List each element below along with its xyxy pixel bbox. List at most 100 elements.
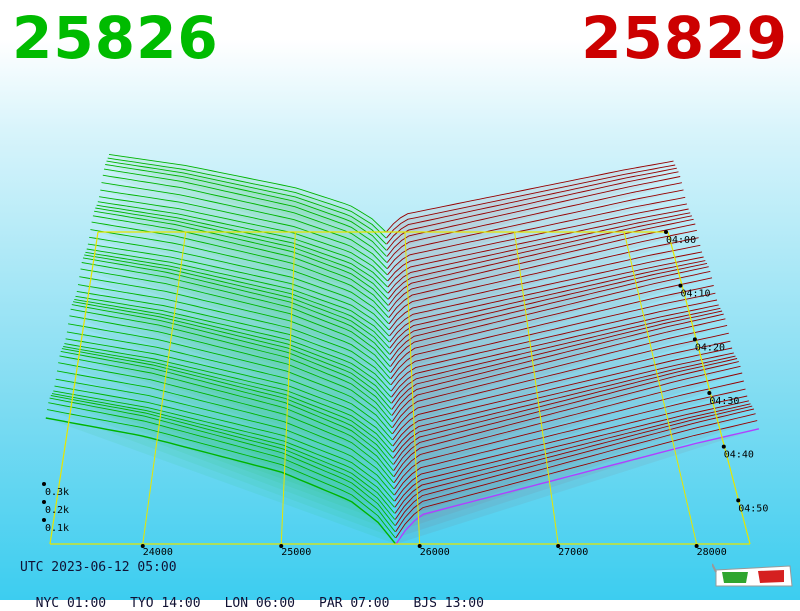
bid-depth-line bbox=[92, 215, 389, 312]
bid-depth-line bbox=[81, 262, 391, 367]
price-tick-label: 27000 bbox=[558, 547, 588, 555]
snapshot-49 bbox=[106, 160, 677, 245]
ask-depth-line bbox=[392, 355, 736, 459]
utc-time: UTC 2023-06-12 05:00 bbox=[20, 560, 177, 575]
bid-depth-line bbox=[101, 182, 388, 270]
bid-depth-line bbox=[103, 168, 387, 257]
ask-depth-line bbox=[393, 358, 738, 465]
chart-grid bbox=[49, 231, 751, 545]
snapshot-22 bbox=[73, 301, 723, 410]
snapshot-1 bbox=[47, 409, 758, 539]
bid-depth-line bbox=[68, 323, 393, 435]
time-tick-mark bbox=[707, 390, 712, 395]
ask-depth-line bbox=[391, 318, 726, 422]
grid-price-line bbox=[623, 231, 698, 545]
time-tick-mark bbox=[664, 230, 668, 234]
ask-depth-line bbox=[391, 304, 719, 398]
bid-depth-line bbox=[105, 164, 387, 251]
bid-depth-line bbox=[61, 348, 394, 465]
snapshot-9 bbox=[56, 370, 744, 490]
snapshot-45 bbox=[101, 182, 684, 270]
ask-depth-line bbox=[392, 340, 731, 441]
snapshot-17 bbox=[66, 331, 731, 441]
snapshot-30 bbox=[82, 257, 709, 361]
bid-depth-line bbox=[107, 157, 387, 239]
price-axis: 24000 25000 26000 27000 28000 bbox=[140, 544, 727, 555]
bid-depth-line bbox=[97, 201, 388, 288]
bid-depth-line bbox=[55, 378, 395, 496]
bid-price: 25826 bbox=[12, 4, 219, 72]
ask-depth-line bbox=[386, 189, 684, 269]
depth-surface bbox=[45, 153, 760, 545]
ask-depth-line bbox=[386, 182, 682, 263]
snapshot-14 bbox=[63, 346, 736, 459]
clock-bjs: BJS 13:00 bbox=[413, 596, 484, 611]
depth-tick-label: 0.1k bbox=[45, 523, 69, 534]
ask-depth-line bbox=[386, 167, 677, 245]
depth-chart: 24000 25000 26000 27000 28000 0.1k 0.2k 0.3k 0… bbox=[42, 153, 768, 555]
ask-depth-line bbox=[388, 244, 701, 331]
time-tick-mark bbox=[678, 283, 683, 288]
bid-depth-line bbox=[63, 346, 394, 459]
bid-depth-line bbox=[80, 268, 391, 373]
ask-depth-line bbox=[391, 307, 721, 404]
ask-depth-line bbox=[394, 400, 749, 508]
ask-depth-line bbox=[394, 403, 751, 514]
time-tick-mark bbox=[736, 498, 741, 503]
ask-depth-line bbox=[393, 380, 744, 490]
ask-depth-line bbox=[390, 277, 713, 373]
ask-depth-line bbox=[395, 420, 758, 539]
bid-depth-line bbox=[60, 350, 394, 471]
ask-depth-line bbox=[387, 212, 691, 294]
clock-par: PAR 07:00 bbox=[319, 596, 390, 611]
bid-depth-line bbox=[59, 355, 394, 477]
ask-depth-line bbox=[395, 408, 755, 526]
price-tick-mark bbox=[417, 544, 422, 548]
grid-right-edge bbox=[667, 231, 751, 545]
ask-depth-line bbox=[395, 428, 760, 545]
ask-depth-line bbox=[389, 266, 709, 361]
bid-depth-line bbox=[47, 409, 396, 539]
depth-tick-mark bbox=[42, 482, 46, 486]
ask-depth-line bbox=[394, 388, 746, 496]
world-clocks: NYC 01:00 TYO 14:00 LON 06:00 PAR 07:00 BJS … bbox=[20, 581, 508, 611]
ask-depth-line bbox=[387, 196, 686, 276]
time-axis: 04:00 04:10 04:20 04:30 04:40 04:50 bbox=[664, 230, 768, 514]
snapshot-3 bbox=[49, 397, 755, 526]
clock-lon: LON 06:00 bbox=[224, 596, 296, 611]
price-tick-label: 24000 bbox=[143, 547, 173, 555]
grid-left-edge bbox=[49, 231, 99, 545]
bid-depth-line bbox=[70, 308, 393, 422]
bid-depth-line bbox=[66, 331, 393, 441]
bid-depth-line bbox=[99, 196, 388, 282]
bid-depth-line bbox=[49, 397, 396, 526]
3d-glasses-icon[interactable] bbox=[712, 560, 794, 590]
ask-depth-line bbox=[389, 260, 706, 349]
time-tick-label: 04:00 bbox=[666, 235, 696, 246]
ask-depth-line bbox=[390, 292, 716, 386]
bid-depth-line bbox=[90, 229, 390, 325]
ask-depth-line bbox=[392, 332, 729, 435]
price-tick-mark bbox=[694, 544, 699, 548]
ask-depth-line bbox=[391, 310, 723, 410]
time-tick-mark bbox=[721, 444, 726, 449]
snapshot-12 bbox=[60, 350, 739, 471]
bid-depth-line bbox=[64, 343, 394, 453]
bid-depth-line bbox=[76, 290, 392, 392]
snapshot-29 bbox=[81, 262, 711, 367]
bid-depth-line bbox=[108, 153, 387, 233]
price-tick-label: 28000 bbox=[697, 547, 727, 555]
ask-depth-line bbox=[393, 372, 743, 484]
time-tick-label: 04:40 bbox=[724, 450, 754, 461]
clock-tyo: TYO 14:00 bbox=[130, 596, 201, 611]
time-tick-label: 04:50 bbox=[738, 503, 768, 514]
ask-depth-line bbox=[387, 203, 687, 282]
snapshot-47 bbox=[103, 168, 681, 257]
grid-price-line bbox=[280, 231, 296, 545]
snapshot-23 bbox=[74, 298, 721, 404]
ask-depth-line bbox=[390, 285, 714, 380]
price-tick-mark bbox=[556, 544, 561, 548]
ask-depth-line bbox=[388, 237, 699, 325]
bid-depth-line bbox=[91, 221, 389, 318]
depth-tick-mark bbox=[42, 500, 46, 504]
